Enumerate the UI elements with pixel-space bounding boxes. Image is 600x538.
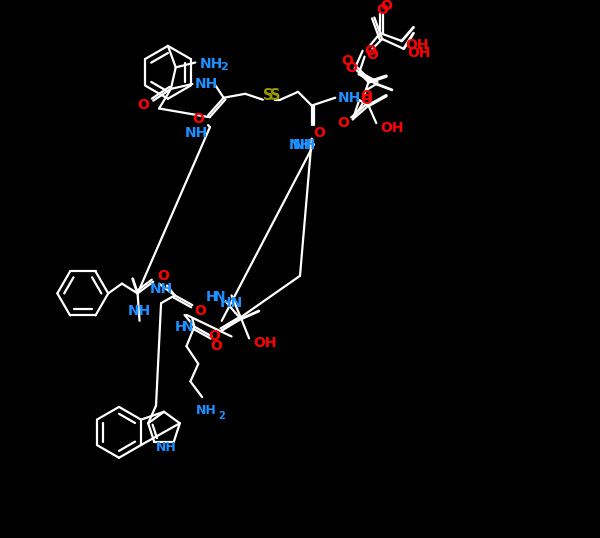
- Text: O: O: [337, 116, 349, 130]
- Text: O: O: [367, 48, 379, 62]
- Text: OH: OH: [253, 336, 277, 350]
- Text: O: O: [361, 89, 373, 103]
- Text: O: O: [365, 44, 376, 58]
- Text: O: O: [314, 126, 326, 140]
- Text: OH: OH: [380, 121, 404, 135]
- Text: O: O: [157, 269, 169, 283]
- Text: S: S: [263, 88, 274, 103]
- Text: NH: NH: [185, 126, 208, 140]
- Text: OH: OH: [406, 38, 429, 52]
- Text: N: N: [182, 320, 193, 334]
- Text: O: O: [341, 54, 353, 68]
- Text: NH: NH: [149, 282, 173, 296]
- Text: O: O: [210, 339, 222, 353]
- Text: NH: NH: [196, 405, 217, 417]
- Text: H: H: [175, 320, 187, 334]
- Text: O: O: [376, 3, 388, 17]
- Text: NH: NH: [194, 77, 218, 91]
- Text: H: H: [206, 291, 218, 305]
- Text: HN: HN: [220, 296, 243, 310]
- Text: OH: OH: [407, 46, 431, 60]
- Text: O: O: [345, 61, 357, 75]
- Text: O: O: [137, 97, 149, 111]
- Text: 2: 2: [220, 62, 227, 73]
- Text: NH: NH: [155, 442, 176, 455]
- Text: S: S: [270, 88, 281, 103]
- Text: NH: NH: [128, 304, 151, 318]
- Text: O: O: [361, 93, 373, 107]
- Text: NH: NH: [337, 91, 361, 105]
- Text: NH: NH: [292, 138, 316, 152]
- Text: O: O: [194, 304, 206, 318]
- Text: N: N: [214, 291, 226, 305]
- Text: NH: NH: [199, 58, 223, 72]
- Text: O: O: [193, 112, 204, 126]
- Text: O: O: [208, 329, 220, 343]
- Text: O: O: [380, 0, 392, 13]
- Text: NH: NH: [289, 138, 311, 152]
- Text: 2: 2: [218, 410, 225, 421]
